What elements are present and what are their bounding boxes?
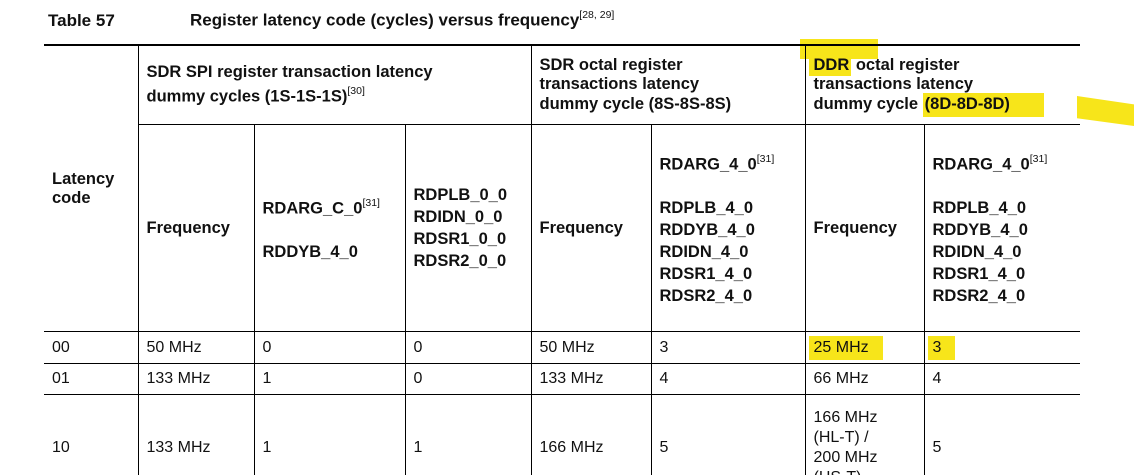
ddr-cycles-value-highlighted: 3 xyxy=(923,331,1081,364)
spi-frequency-value: 133 MHz xyxy=(137,394,255,475)
reg-name-with-footnote: RDARG_4_0[31] xyxy=(933,149,1077,176)
highlighter-smear-right-edge xyxy=(1077,96,1134,126)
ddr-frequency-value: 66 MHz xyxy=(804,363,925,395)
footnote-ref-28-29: [28, 29] xyxy=(579,9,615,21)
footnote-ref-30: [30] xyxy=(347,84,365,97)
subheader-spi-regs-a: RDARG_C_0[31] RDDYB_4_0 xyxy=(253,123,406,332)
table-row-10: 10 133 MHz 1 1 166 MHz 5 166 MHz (HL-T) … xyxy=(44,394,1081,475)
octal-cycles-value: 3 xyxy=(650,331,806,364)
reg-name: RDARG_C_0 xyxy=(262,199,363,217)
latency-code-value: 10 xyxy=(44,394,139,475)
octal-frequency-value: 50 MHz xyxy=(530,331,652,364)
reg-list: RDDYB_4_0 xyxy=(262,243,358,261)
octal-cycles-value: 5 xyxy=(650,394,806,475)
ddr-frequency-value: 166 MHz (HL-T) / 200 MHz (HS-T) xyxy=(804,394,925,475)
highlighted-3-cycles: 3 xyxy=(927,335,956,360)
reg-name-with-footnote: RDARG_C_0[31] xyxy=(263,193,401,220)
table-caption: Table 57 Register latency code (cycles) … xyxy=(48,9,615,31)
table-row-01: 01 133 MHz 1 0 133 MHz 4 66 MHz 4 xyxy=(44,363,1081,395)
reg-name-with-footnote: RDARG_4_0[31] xyxy=(660,149,801,176)
group-sdr-spi-text: SDR SPI register transaction latency dum… xyxy=(146,63,433,105)
group-header-sdr-spi: SDR SPI register transaction latency dum… xyxy=(137,44,532,125)
reg-list: RDPLB_4_0 RDDYB_4_0 RDIDN_4_0 RDSR1_4_0 … xyxy=(932,199,1028,305)
latency-code-value: 00 xyxy=(44,331,139,364)
spi-frequency-value: 50 MHz xyxy=(137,331,255,364)
header-latency-code: Latency code xyxy=(44,44,139,332)
subheader-frequency-sdr-spi: Frequency xyxy=(137,123,255,332)
group-header-ddr-octal: DDR octal register transactions latency … xyxy=(804,44,1081,125)
reg-name: RDARG_4_0 xyxy=(932,155,1030,173)
octal-frequency-value: 133 MHz xyxy=(530,363,652,395)
spi-cycles-a-value: 0 xyxy=(253,331,406,364)
spi-cycles-b-value: 1 xyxy=(404,394,532,475)
table-number: Table 57 xyxy=(48,10,115,30)
spi-cycles-b-value: 0 xyxy=(404,363,532,395)
ddr-frequency-value-highlighted: 25 MHz xyxy=(804,331,925,364)
reg-list: RDPLB_0_0 RDIDN_0_0 RDSR1_0_0 RDSR2_0_0 xyxy=(413,185,508,270)
footnote-ref-31: [31] xyxy=(756,152,775,165)
subheader-frequency-ddr-octal: Frequency xyxy=(804,123,925,332)
latency-code-value: 01 xyxy=(44,363,139,395)
reg-list: RDPLB_4_0 RDDYB_4_0 RDIDN_4_0 RDSR1_4_0 … xyxy=(659,199,755,305)
spi-frequency-value: 133 MHz xyxy=(137,363,255,395)
footnote-ref-31: [31] xyxy=(1029,152,1048,165)
spi-cycles-b-value: 0 xyxy=(404,331,532,364)
octal-cycles-value: 4 xyxy=(650,363,806,395)
reg-name: RDARG_4_0 xyxy=(659,155,757,173)
subheader-sdr-octal-regs: RDARG_4_0[31] RDPLB_4_0 RDDYB_4_0 RDIDN_… xyxy=(650,123,806,332)
spi-cycles-a-value: 1 xyxy=(253,363,406,395)
ddr-cycles-value: 5 xyxy=(923,394,1081,475)
highlighted-ddr-text: DDR xyxy=(808,53,852,76)
subheader-frequency-sdr-octal: Frequency xyxy=(530,123,652,332)
ddr-cycles-value: 4 xyxy=(923,363,1081,395)
subheader-ddr-octal-regs: RDARG_4_0[31] RDPLB_4_0 RDDYB_4_0 RDIDN_… xyxy=(923,123,1081,332)
group-sdr-octal-text: SDR octal register transactions latency … xyxy=(539,55,732,113)
group-header-sdr-octal: SDR octal register transactions latency … xyxy=(530,44,806,125)
table-title-text: Register latency code (cycles) versus fr… xyxy=(190,10,580,30)
table-title: Register latency code (cycles) versus fr… xyxy=(190,9,615,31)
highlighted-25mhz: 25 MHz xyxy=(808,335,883,360)
octal-frequency-value: 166 MHz xyxy=(530,394,652,475)
highlighted-8d-mode-text: (8D-8D-8D) xyxy=(922,92,1044,117)
subheader-spi-regs-b: RDPLB_0_0 RDIDN_0_0 RDSR1_0_0 RDSR2_0_0 xyxy=(404,123,532,332)
latency-table: Latency code SDR SPI register transactio… xyxy=(44,44,1081,475)
footnote-ref-31: [31] xyxy=(362,196,380,209)
spi-cycles-a-value: 1 xyxy=(253,394,406,475)
group-ddr-octal-text: octal register transactions latency dumm… xyxy=(813,55,974,113)
table-row-00: 00 50 MHz 0 0 50 MHz 3 25 MHz 3 xyxy=(44,331,1081,364)
